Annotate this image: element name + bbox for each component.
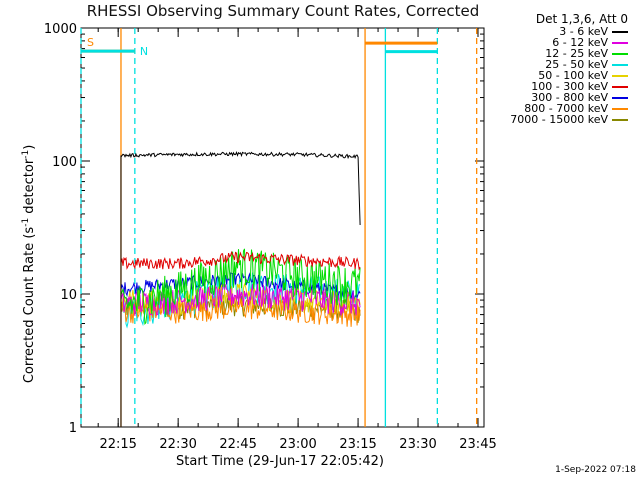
legend-swatch bbox=[612, 86, 628, 88]
y-tick-label: 10 bbox=[60, 288, 77, 303]
series-line bbox=[120, 283, 361, 316]
legend-header: Det 1,3,6, Att 0 bbox=[535, 12, 628, 26]
legend-item: 25 - 50 keV bbox=[480, 58, 630, 71]
y-axis-label: Corrected Count Rate (s-1 detector-1) bbox=[20, 144, 38, 384]
legend-swatch bbox=[612, 119, 628, 121]
legend-label: 800 - 7000 keV bbox=[524, 102, 608, 115]
x-tick-label: 22:15 bbox=[99, 437, 136, 452]
series-line bbox=[120, 151, 361, 226]
legend-item: 800 - 7000 keV bbox=[480, 102, 630, 115]
legend-label: 6 - 12 keV bbox=[552, 36, 608, 49]
legend-swatch bbox=[612, 64, 628, 66]
legend-label: 7000 - 15000 keV bbox=[510, 113, 608, 126]
legend-label: 300 - 800 keV bbox=[531, 91, 608, 104]
legend-label: 3 - 6 keV bbox=[559, 25, 608, 38]
x-tick-label: 23:30 bbox=[399, 437, 436, 452]
legend-item: 100 - 300 keV bbox=[480, 80, 630, 93]
x-axis-label: Start Time (29-Jun-17 22:05:42) bbox=[176, 454, 384, 469]
legend-label: 50 - 100 keV bbox=[538, 69, 608, 82]
legend-item: 7000 - 15000 keV bbox=[480, 113, 630, 126]
series-line bbox=[120, 272, 361, 301]
legend-swatch bbox=[612, 42, 628, 44]
legend-item: 12 - 25 keV bbox=[480, 47, 630, 60]
legend-swatch bbox=[612, 97, 628, 99]
x-tick-label: 23:45 bbox=[459, 437, 496, 452]
legend-item: 3 - 6 keV bbox=[480, 25, 630, 38]
series-line bbox=[120, 250, 361, 271]
legend-item: 50 - 100 keV bbox=[480, 69, 630, 82]
legend-swatch bbox=[612, 108, 628, 110]
timestamp: 1-Sep-2022 07:18 bbox=[555, 465, 636, 475]
series-line bbox=[120, 248, 361, 326]
legend-swatch bbox=[612, 75, 628, 77]
x-tick-label: 22:45 bbox=[219, 437, 256, 452]
chart-title: RHESSI Observing Summary Count Rates, Co… bbox=[86, 2, 480, 20]
y-tick-label: 1000 bbox=[44, 22, 77, 37]
legend-label: 25 - 50 keV bbox=[545, 58, 608, 71]
legend-label: 12 - 25 keV bbox=[545, 47, 608, 60]
y-tick-label: 1 bbox=[69, 421, 77, 436]
legend-swatch bbox=[612, 31, 628, 33]
legend-item: 300 - 800 keV bbox=[480, 91, 630, 104]
legend-item: 6 - 12 keV bbox=[480, 36, 630, 49]
series-line bbox=[120, 296, 361, 327]
series-line bbox=[120, 282, 361, 318]
x-tick-label: 23:15 bbox=[339, 437, 376, 452]
x-tick-label: 23:00 bbox=[279, 437, 316, 452]
y-tick-label: 100 bbox=[52, 155, 77, 170]
plot-frame bbox=[80, 27, 485, 428]
legend-swatch bbox=[612, 53, 628, 55]
flag-label-n: N bbox=[140, 45, 148, 58]
flag-label-s: S bbox=[87, 36, 94, 49]
x-tick-label: 22:30 bbox=[159, 437, 196, 452]
legend-label: 100 - 300 keV bbox=[531, 80, 608, 93]
